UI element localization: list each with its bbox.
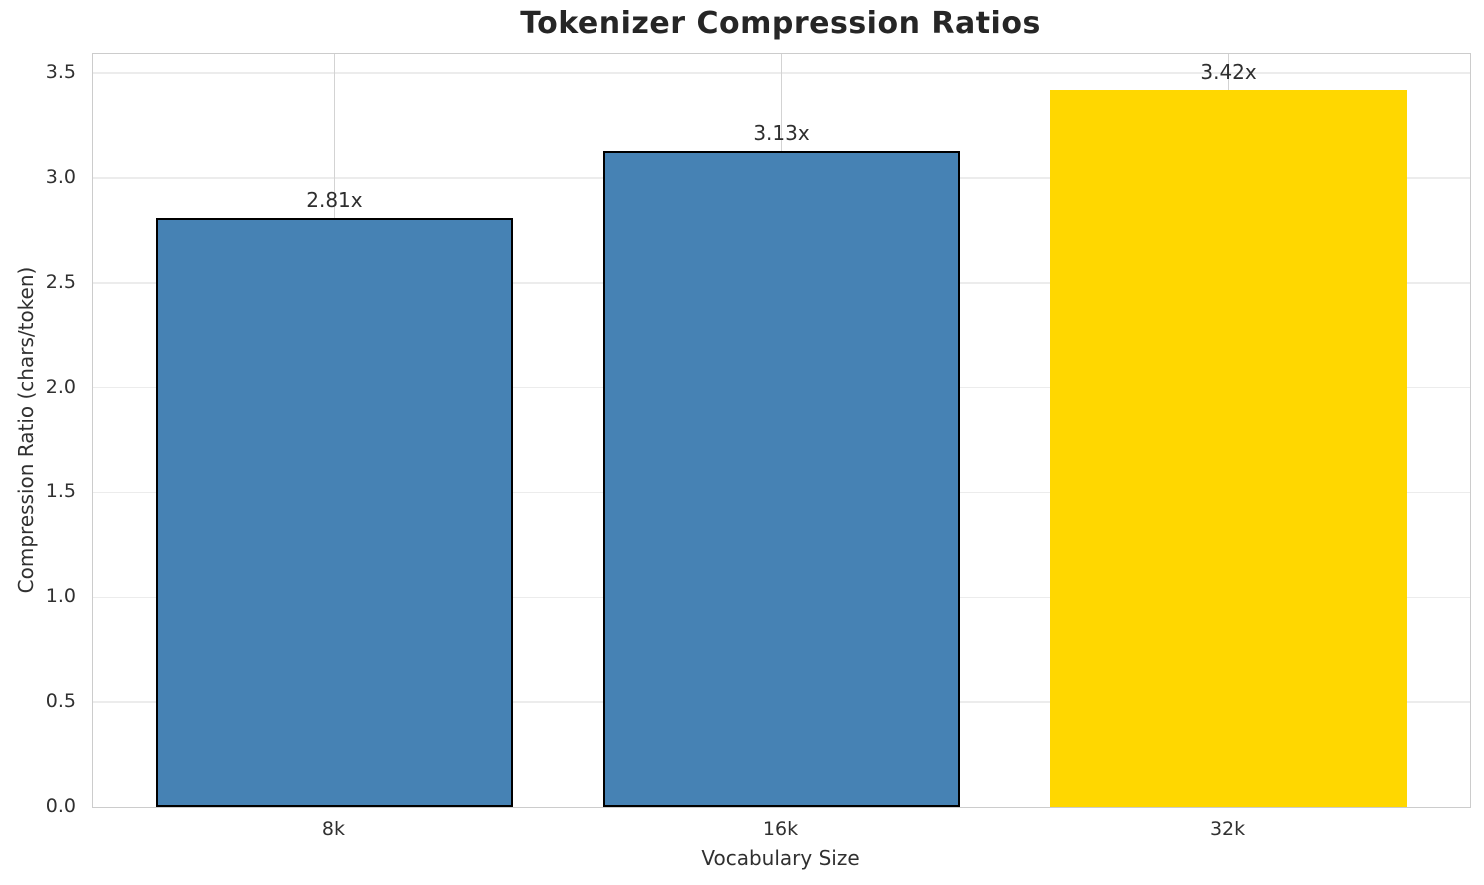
y-axis-label: Compression Ratio (chars/token)	[14, 266, 38, 594]
y-tick-label: 0.0	[45, 795, 76, 817]
plot-area: 2.81x 3.13x 3.42x	[92, 53, 1471, 808]
x-tick-label: 16k	[762, 818, 799, 840]
bar-16k	[602, 150, 961, 807]
y-tick-label: 2.0	[45, 375, 76, 398]
x-tick-label: 32k	[1209, 818, 1246, 840]
y-tick-label: 2.5	[45, 270, 76, 293]
bar-value-label: 3.42x	[1200, 59, 1257, 84]
y-tick-label: 1.5	[45, 480, 76, 503]
y-tick-label: 0.5	[45, 690, 76, 713]
y-tick-label: 1.0	[45, 585, 76, 608]
x-axis-label: Vocabulary Size	[701, 846, 860, 870]
y-tick-label: 3.5	[45, 61, 76, 84]
bar-32k	[1049, 89, 1408, 807]
y-tick-label: 3.0	[45, 165, 76, 188]
x-tick-label: 8k	[321, 818, 345, 840]
bar-value-label: 2.81x	[306, 187, 363, 212]
bar-value-label: 3.13x	[753, 120, 810, 145]
chart-title: Tokenizer Compression Ratios	[520, 6, 1041, 41]
bar-8k	[155, 217, 514, 807]
